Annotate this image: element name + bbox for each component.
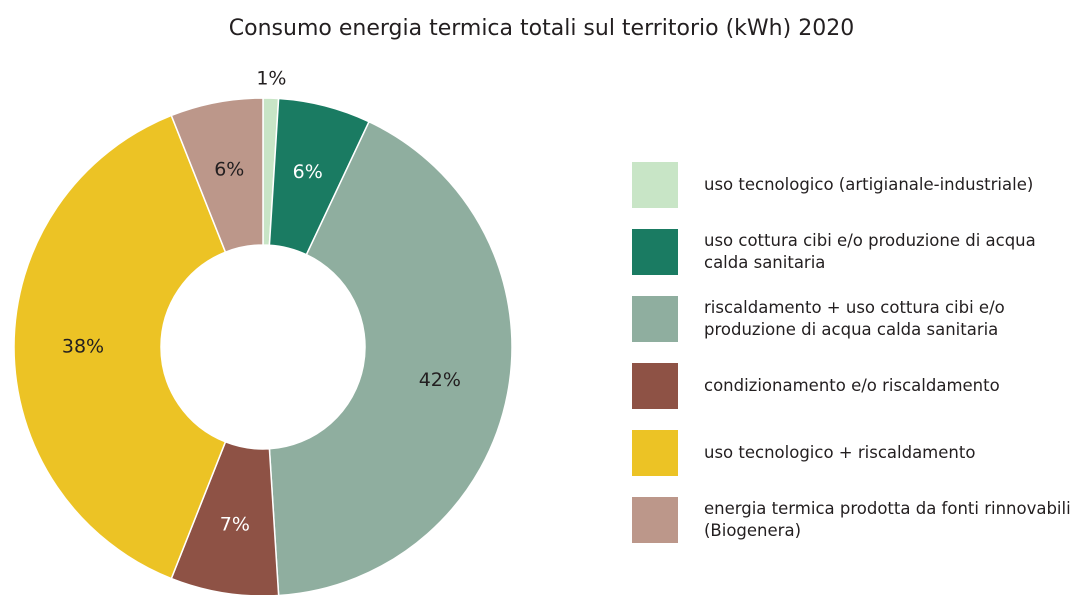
legend-swatch: [632, 363, 678, 409]
legend: uso tecnologico (artigianale-industriale…: [632, 162, 1077, 564]
legend-swatch: [632, 296, 678, 342]
legend-label: uso tecnologico (artigianale-industriale…: [704, 175, 1034, 194]
legend-label: uso cottura cibi e/o produzione di acqua…: [704, 231, 1036, 272]
legend-swatch: [632, 229, 678, 275]
donut-slice: [170, 97, 264, 254]
data-label: 6%: [293, 161, 323, 183]
data-label: 42%: [419, 369, 461, 391]
legend-label: riscaldamento + uso cottura cibi e/o pro…: [704, 298, 1005, 339]
legend-label: energia termica prodotta da fonti rinnov…: [704, 499, 1071, 540]
legend-label: condizionamento e/o riscaldamento: [704, 376, 1000, 395]
legend-label: uso tecnologico + riscaldamento: [704, 443, 976, 462]
legend-item: riscaldamento + uso cottura cibi e/o pro…: [632, 296, 1077, 342]
chart-title: Consumo energia termica totali sul terri…: [228, 16, 855, 41]
data-label: 7%: [220, 513, 250, 535]
chart: 1% 6% 42% 7% 38% 6%: [13, 68, 513, 595]
legend-item: energia termica prodotta da fonti rinnov…: [632, 497, 1077, 543]
legend-swatch: [632, 430, 678, 476]
legend-swatch: [632, 162, 678, 208]
data-label: 38%: [62, 336, 104, 358]
legend-item: uso cottura cibi e/o produzione di acqua…: [632, 229, 1077, 275]
donut-slice: [13, 114, 227, 580]
legend-item: uso tecnologico + riscaldamento: [632, 430, 1077, 476]
legend-swatch: [632, 497, 678, 543]
legend-item: condizionamento e/o riscaldamento: [632, 363, 1077, 409]
data-label: 6%: [214, 159, 244, 181]
legend-item: uso tecnologico (artigianale-industriale…: [632, 162, 1077, 208]
donut-slice: [268, 120, 513, 595]
data-label: 1%: [256, 68, 286, 90]
